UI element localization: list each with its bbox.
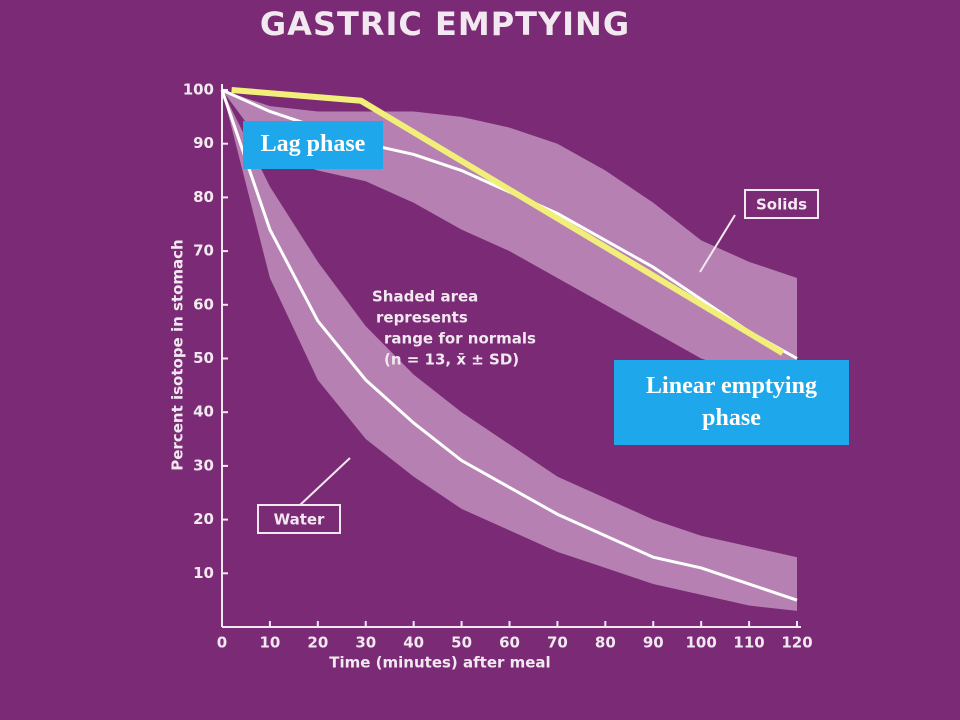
y-tick-label: 50 bbox=[193, 349, 214, 367]
x-tick-label: 100 bbox=[686, 634, 717, 652]
annotation: Shaded area bbox=[372, 288, 478, 306]
x-tick-label: 110 bbox=[733, 634, 764, 652]
y-tick-label: 30 bbox=[193, 456, 214, 474]
x-tick-label: 50 bbox=[451, 634, 472, 652]
y-tick-label: 10 bbox=[193, 564, 214, 582]
annotation: range for normals bbox=[384, 330, 536, 348]
x-axis-label: Time (minutes) after meal bbox=[329, 654, 550, 672]
lag-phase-callout: Lag phase bbox=[243, 121, 383, 169]
y-tick-label: 20 bbox=[193, 510, 214, 528]
y-tick-label: 40 bbox=[193, 403, 214, 421]
y-tick-label: 70 bbox=[193, 242, 214, 260]
y-tick-label: 80 bbox=[193, 188, 214, 206]
y-tick-label: 60 bbox=[193, 295, 214, 313]
x-tick-label: 40 bbox=[403, 634, 424, 652]
x-tick-label: 20 bbox=[307, 634, 328, 652]
legend-pointer bbox=[699, 214, 736, 273]
x-tick-label: 10 bbox=[259, 634, 280, 652]
linear-phase-callout: Linear emptying phase bbox=[614, 360, 849, 445]
x-tick-label: 70 bbox=[547, 634, 568, 652]
legend-pointer bbox=[299, 457, 351, 506]
y-tick-label: 100 bbox=[183, 81, 214, 99]
overlay-line bbox=[231, 87, 785, 356]
legend-box bbox=[257, 504, 341, 534]
y-tick-label: 90 bbox=[193, 134, 214, 152]
annotation: (n = 13, x̄ ± SD) bbox=[384, 351, 519, 369]
legend-label: Solids bbox=[756, 196, 807, 214]
legend-label: Water bbox=[274, 511, 325, 529]
x-tick-label: 120 bbox=[781, 634, 812, 652]
x-tick-label: 80 bbox=[595, 634, 616, 652]
range-band bbox=[222, 90, 797, 611]
chart-title: GASTRIC EMPTYING bbox=[260, 5, 630, 43]
y-axis-label: Percent isotope in stomach bbox=[169, 239, 187, 470]
series-line bbox=[220, 89, 798, 602]
x-tick-label: 90 bbox=[643, 634, 664, 652]
x-tick-label: 60 bbox=[499, 634, 520, 652]
legend-box bbox=[744, 189, 819, 219]
annotation: represents bbox=[376, 309, 468, 327]
x-tick-label: 0 bbox=[217, 634, 227, 652]
x-tick-label: 30 bbox=[355, 634, 376, 652]
